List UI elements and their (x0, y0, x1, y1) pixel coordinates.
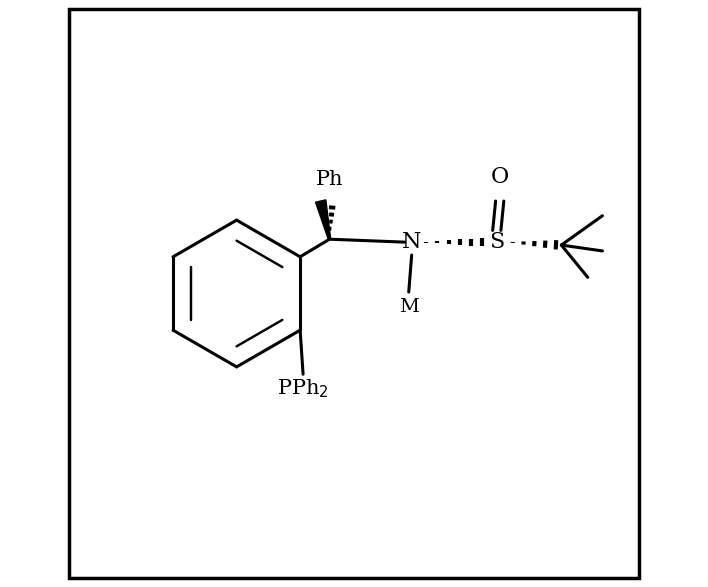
Text: S: S (489, 231, 504, 253)
Text: PPh$_2$: PPh$_2$ (278, 377, 329, 400)
Text: O: O (491, 166, 509, 188)
Text: M: M (399, 298, 418, 316)
Polygon shape (316, 200, 331, 239)
Text: N: N (402, 231, 421, 253)
Text: Ph: Ph (316, 170, 343, 190)
